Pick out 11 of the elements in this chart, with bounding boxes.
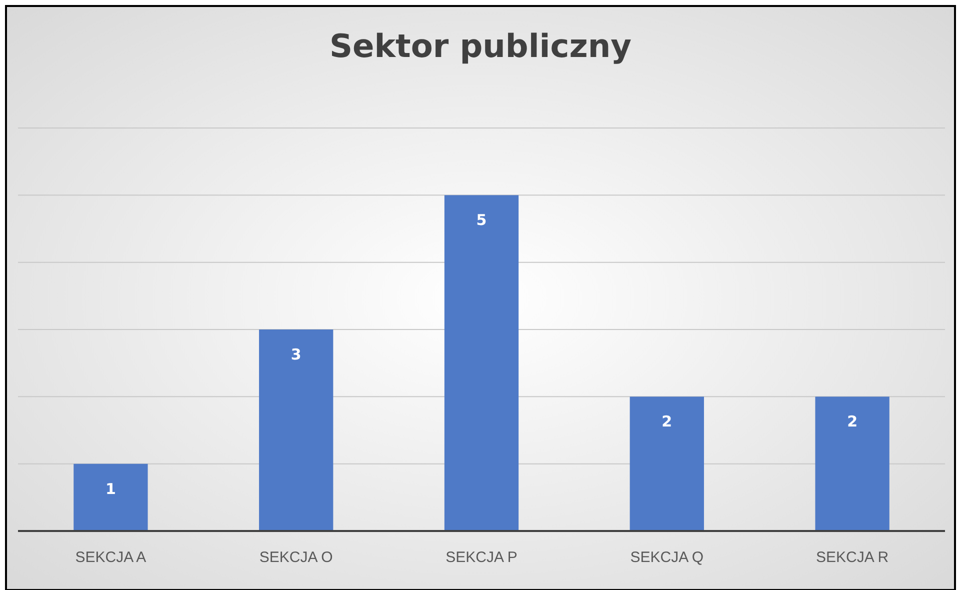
chart-title: Sektor publiczny [330, 27, 632, 65]
data-label: 5 [476, 211, 487, 230]
x-tick-label: SEKCJA O [259, 549, 333, 566]
x-tick-label: SEKCJA R [816, 549, 889, 566]
x-tick-label: SEKCJA A [75, 549, 146, 566]
data-label: 3 [290, 346, 302, 364]
data-label: 2 [662, 412, 672, 431]
data-label: 1 [105, 480, 116, 498]
data-label: 2 [847, 412, 858, 431]
x-tick-label: SEKCJA P [446, 549, 518, 566]
x-tick-label: SEKCJA Q [630, 549, 704, 566]
